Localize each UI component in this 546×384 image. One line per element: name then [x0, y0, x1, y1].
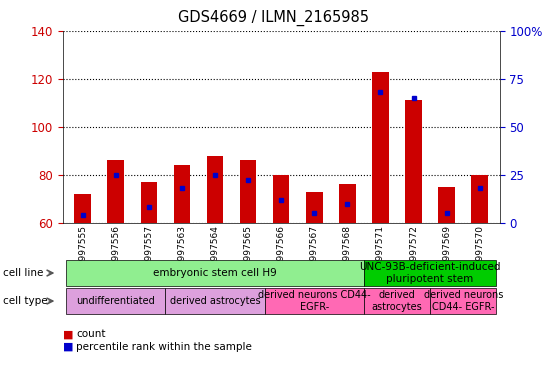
Text: derived
astrocytes: derived astrocytes: [372, 290, 423, 312]
Text: cell line: cell line: [3, 268, 43, 278]
Bar: [140, 182, 157, 223]
Text: ■: ■: [63, 329, 73, 339]
Bar: [108, 161, 124, 223]
Bar: [339, 184, 355, 223]
Bar: [174, 165, 190, 223]
Text: GDS4669 / ILMN_2165985: GDS4669 / ILMN_2165985: [177, 10, 369, 26]
Bar: [207, 156, 223, 223]
Bar: [240, 161, 257, 223]
Text: undifferentiated: undifferentiated: [76, 296, 155, 306]
Text: derived astrocytes: derived astrocytes: [170, 296, 260, 306]
Text: percentile rank within the sample: percentile rank within the sample: [76, 342, 252, 352]
Text: count: count: [76, 329, 106, 339]
Bar: [471, 175, 488, 223]
Text: derived neurons CD44-
EGFR-: derived neurons CD44- EGFR-: [258, 290, 371, 312]
Text: cell type: cell type: [3, 296, 48, 306]
Bar: [306, 192, 323, 223]
Bar: [438, 187, 455, 223]
Bar: [74, 194, 91, 223]
Text: embryonic stem cell H9: embryonic stem cell H9: [153, 268, 277, 278]
Bar: [405, 100, 422, 223]
Bar: [372, 71, 389, 223]
Text: derived neurons
CD44- EGFR-: derived neurons CD44- EGFR-: [424, 290, 503, 312]
Bar: [273, 175, 289, 223]
Text: ■: ■: [63, 342, 73, 352]
Text: UNC-93B-deficient-induced
pluripotent stem: UNC-93B-deficient-induced pluripotent st…: [359, 262, 501, 284]
